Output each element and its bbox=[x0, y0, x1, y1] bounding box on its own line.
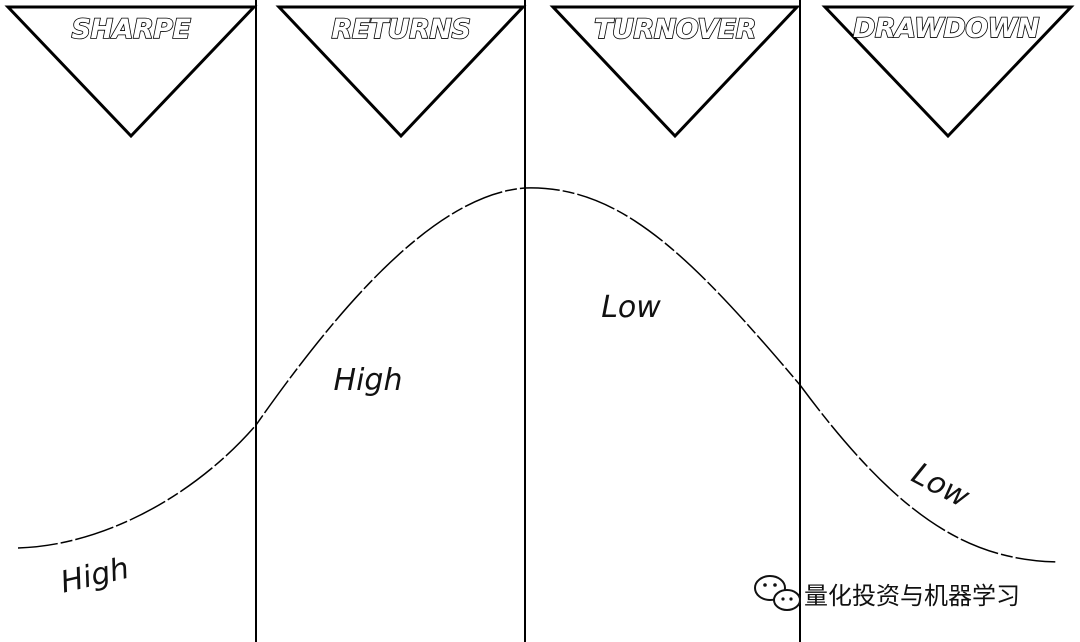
triangle-turnover bbox=[549, 5, 801, 139]
watermark: 量化投资与机器学习 bbox=[754, 575, 1020, 611]
label-sharpe-level: High bbox=[57, 551, 132, 601]
wechat-icon bbox=[754, 575, 801, 611]
watermark-text: 量化投资与机器学习 bbox=[804, 582, 1020, 610]
header-triangles bbox=[4, 5, 1075, 139]
triangle-sharpe bbox=[4, 5, 258, 139]
title-drawdown: DRAWDOWN bbox=[853, 13, 1040, 44]
label-returns-level: High bbox=[334, 363, 403, 398]
title-turnover: TURNOVER bbox=[594, 14, 756, 45]
label-drawdown-level: Low bbox=[906, 456, 975, 515]
triangle-returns bbox=[275, 5, 527, 139]
metric-curve bbox=[17, 187, 1059, 563]
title-returns: RETURNS bbox=[332, 14, 471, 45]
triangle-drawdown bbox=[821, 5, 1075, 139]
panel-dividers bbox=[255, 0, 801, 642]
title-sharpe: SHARPE bbox=[72, 14, 192, 45]
label-turnover-level: Low bbox=[601, 290, 661, 325]
